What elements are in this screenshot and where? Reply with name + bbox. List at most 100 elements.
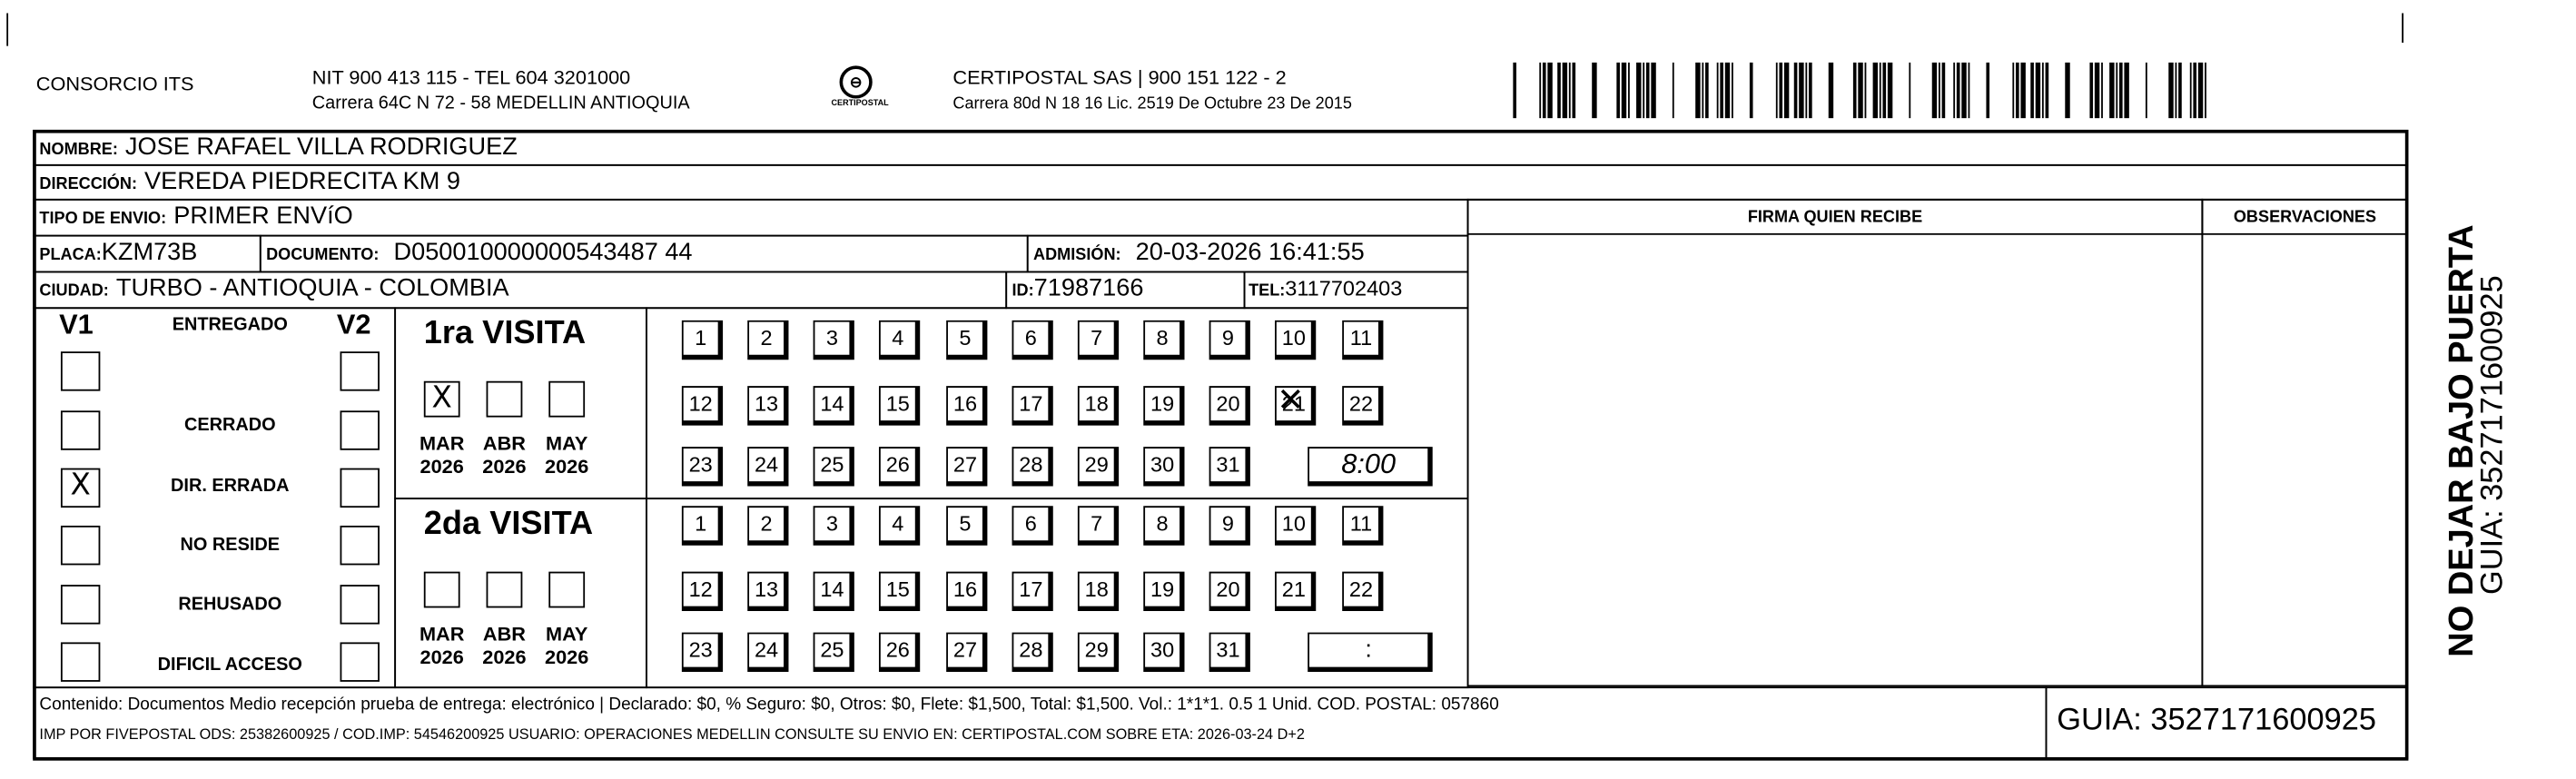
- barcode-bar: [2101, 62, 2103, 119]
- day-box[interactable]: 9: [1209, 320, 1250, 360]
- day-box[interactable]: 24: [747, 632, 789, 673]
- day-box[interactable]: 7: [1077, 506, 1120, 546]
- imp-text: IMP POR FIVEPOSTAL ODS: 25382600925 / CO…: [39, 725, 1305, 743]
- day-box[interactable]: 29: [1077, 632, 1120, 673]
- time-box[interactable]: 8:00: [1308, 447, 1433, 487]
- day-box[interactable]: 19: [1143, 571, 1185, 612]
- day-box[interactable]: 21 ✕: [1275, 384, 1317, 426]
- day-box[interactable]: 12: [681, 386, 724, 426]
- carrier-address: Carrera 80d N 18 16 Lic. 2519 De Octubre…: [952, 94, 1352, 113]
- carrier-line: CERTIPOSTAL SAS | 900 151 122 - 2: [952, 65, 1287, 89]
- day-box[interactable]: 2: [747, 320, 789, 360]
- day-box[interactable]: 5: [946, 506, 988, 546]
- month-checkbox[interactable]: [423, 571, 460, 608]
- v2-checkbox[interactable]: [340, 468, 380, 508]
- day-box[interactable]: 28: [1012, 632, 1053, 673]
- day-box[interactable]: 22: [1342, 386, 1384, 426]
- id-value: 71987166: [1033, 274, 1144, 302]
- month-checkbox[interactable]: [548, 571, 586, 608]
- v1-checkbox[interactable]: X: [60, 468, 101, 508]
- day-box[interactable]: 8: [1143, 506, 1185, 546]
- day-box[interactable]: 30: [1143, 632, 1185, 673]
- day-box[interactable]: 17: [1012, 386, 1053, 426]
- day-box[interactable]: 20: [1209, 571, 1250, 612]
- status-label: REHUSADO: [178, 594, 282, 615]
- day-box[interactable]: 11: [1342, 320, 1384, 360]
- day-box[interactable]: 28: [1012, 447, 1053, 487]
- day-box[interactable]: 19: [1143, 386, 1185, 426]
- day-box[interactable]: 13: [747, 386, 789, 426]
- contenido-text: Contenido: Documentos Medio recepción pr…: [39, 695, 1499, 715]
- day-box[interactable]: 30: [1143, 447, 1185, 487]
- day-box[interactable]: 18: [1077, 571, 1120, 612]
- day-box[interactable]: 25: [813, 632, 854, 673]
- day-box[interactable]: 27: [946, 447, 988, 487]
- day-box[interactable]: 1: [681, 320, 724, 360]
- day-box[interactable]: 3: [813, 506, 854, 546]
- day-box[interactable]: 1: [681, 506, 724, 546]
- day-box[interactable]: 26: [878, 632, 921, 673]
- day-box[interactable]: 26: [878, 447, 921, 487]
- day-box[interactable]: 12: [681, 571, 724, 612]
- v1-checkbox[interactable]: [60, 525, 101, 566]
- observaciones-area[interactable]: [2201, 198, 2409, 687]
- day-box[interactable]: 6: [1012, 506, 1053, 546]
- ciudad-field: CIUDAD: TURBO - ANTIOQUIA - COLOMBIA: [39, 274, 508, 304]
- day-box[interactable]: 16: [946, 571, 988, 612]
- v2-checkbox[interactable]: [340, 525, 380, 566]
- day-box[interactable]: 14: [813, 571, 854, 612]
- barcode-bar: [2205, 62, 2206, 119]
- barcode-bar: [1568, 62, 1571, 119]
- day-box[interactable]: 14: [813, 386, 854, 426]
- day-box[interactable]: 4: [878, 506, 921, 546]
- month-checkbox[interactable]: [486, 571, 523, 608]
- day-box[interactable]: 6: [1012, 320, 1053, 360]
- barcode-bar: [1672, 62, 1674, 119]
- barcode-bar: [1968, 62, 1970, 119]
- day-box[interactable]: 22: [1342, 571, 1384, 612]
- month-checkbox[interactable]: [486, 380, 523, 418]
- day-box[interactable]: 8: [1143, 320, 1185, 360]
- month-checkbox[interactable]: X: [423, 380, 460, 418]
- day-box[interactable]: 27: [946, 632, 988, 673]
- day-box[interactable]: 31: [1209, 632, 1250, 673]
- v2-checkbox[interactable]: [340, 642, 380, 682]
- firma-area[interactable]: [1466, 198, 2204, 687]
- day-box[interactable]: 29: [1077, 447, 1120, 487]
- day-box[interactable]: 11: [1342, 506, 1384, 546]
- day-box[interactable]: 16: [946, 386, 988, 426]
- day-box[interactable]: 13: [747, 571, 789, 612]
- day-box[interactable]: 23: [681, 447, 724, 487]
- time-box[interactable]: :: [1308, 632, 1433, 673]
- day-box[interactable]: 17: [1012, 571, 1053, 612]
- month-year: 2026: [545, 646, 589, 669]
- v2-checkbox[interactable]: [340, 410, 380, 450]
- v1-checkbox[interactable]: [60, 351, 101, 391]
- day-box[interactable]: 18: [1077, 386, 1120, 426]
- day-box[interactable]: 2: [747, 506, 789, 546]
- day-box[interactable]: 21: [1275, 571, 1317, 612]
- v1-checkbox[interactable]: [60, 585, 101, 625]
- day-box[interactable]: 24: [747, 447, 789, 487]
- day-box[interactable]: 23: [681, 632, 724, 673]
- day-box[interactable]: 10: [1275, 506, 1317, 546]
- v2-checkbox[interactable]: [340, 351, 380, 391]
- v1-checkbox[interactable]: [60, 642, 101, 682]
- day-box[interactable]: 20: [1209, 386, 1250, 426]
- day-box[interactable]: 10: [1275, 320, 1317, 360]
- barcode-bar: [2035, 62, 2041, 119]
- day-box[interactable]: 3: [813, 320, 854, 360]
- day-box[interactable]: 31: [1209, 447, 1250, 487]
- barcode-bar: [1749, 62, 1753, 119]
- day-box[interactable]: 5: [946, 320, 988, 360]
- month-label: MAR 2026: [412, 432, 471, 478]
- day-box[interactable]: 15: [878, 386, 921, 426]
- day-box[interactable]: 7: [1077, 320, 1120, 360]
- day-box[interactable]: 9: [1209, 506, 1250, 546]
- day-box[interactable]: 25: [813, 447, 854, 487]
- v2-checkbox[interactable]: [340, 585, 380, 625]
- day-box[interactable]: 4: [878, 320, 921, 360]
- v1-checkbox[interactable]: [60, 410, 101, 450]
- month-checkbox[interactable]: [548, 380, 586, 418]
- day-box[interactable]: 15: [878, 571, 921, 612]
